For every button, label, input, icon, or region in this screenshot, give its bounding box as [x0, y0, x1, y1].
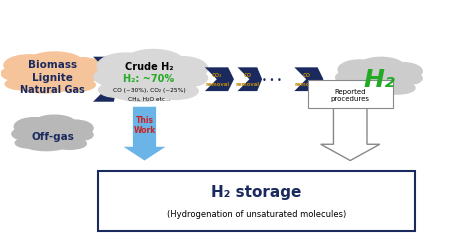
Polygon shape [294, 68, 324, 92]
Polygon shape [238, 68, 262, 92]
Ellipse shape [339, 82, 369, 93]
Text: (Hydrogenation of unsaturated molecules): (Hydrogenation of unsaturated molecules) [166, 209, 346, 218]
Ellipse shape [94, 69, 133, 86]
Ellipse shape [12, 128, 40, 141]
Ellipse shape [57, 58, 104, 77]
Ellipse shape [111, 84, 172, 102]
Text: CO: CO [244, 72, 252, 77]
Text: Crude H₂: Crude H₂ [125, 62, 173, 72]
Ellipse shape [395, 73, 422, 85]
Ellipse shape [358, 58, 405, 77]
Ellipse shape [99, 83, 138, 98]
Text: removal: removal [294, 82, 319, 87]
Text: CO (~30%), CO₂ (~25%): CO (~30%), CO₂ (~25%) [112, 88, 185, 93]
Ellipse shape [151, 83, 198, 100]
FancyBboxPatch shape [98, 171, 415, 231]
Ellipse shape [72, 69, 104, 82]
Ellipse shape [338, 61, 381, 80]
Ellipse shape [15, 138, 44, 148]
Ellipse shape [349, 83, 396, 96]
Ellipse shape [336, 72, 366, 85]
Ellipse shape [383, 63, 422, 81]
Ellipse shape [97, 54, 153, 80]
Polygon shape [93, 57, 119, 102]
Ellipse shape [53, 138, 86, 150]
Text: H₂: ~70%: H₂: ~70% [123, 74, 175, 84]
Ellipse shape [104, 61, 198, 99]
Ellipse shape [5, 79, 41, 90]
Text: removal: removal [205, 82, 229, 87]
Ellipse shape [17, 79, 72, 93]
Ellipse shape [68, 130, 93, 141]
Ellipse shape [4, 56, 55, 76]
Text: Off-gas: Off-gas [32, 131, 74, 141]
Text: Lignite: Lignite [32, 72, 73, 82]
Ellipse shape [10, 61, 95, 91]
Polygon shape [124, 107, 166, 161]
Ellipse shape [33, 116, 76, 134]
Polygon shape [321, 107, 380, 161]
Text: Natural Gas: Natural Gas [20, 85, 85, 95]
Ellipse shape [19, 123, 86, 149]
Text: CO: CO [302, 72, 310, 77]
Ellipse shape [27, 53, 82, 73]
Text: Biomass: Biomass [28, 60, 77, 70]
Text: • • •: • • • [262, 75, 282, 84]
Polygon shape [205, 68, 234, 92]
Ellipse shape [123, 50, 184, 76]
Text: H₂ storage: H₂ storage [211, 185, 302, 200]
Ellipse shape [172, 70, 207, 87]
Text: H₂: H₂ [363, 68, 395, 92]
Ellipse shape [156, 57, 207, 81]
Ellipse shape [24, 139, 68, 151]
Text: CO₂: CO₂ [212, 72, 222, 77]
Ellipse shape [379, 82, 415, 95]
Ellipse shape [1, 67, 36, 81]
Text: Reported
procedures: Reported procedures [331, 88, 370, 101]
Ellipse shape [56, 120, 93, 137]
Ellipse shape [14, 118, 54, 136]
FancyBboxPatch shape [308, 81, 393, 109]
Ellipse shape [53, 79, 95, 92]
Ellipse shape [343, 66, 415, 94]
Text: This
Work: This Work [133, 115, 156, 134]
Text: CH₄, H₂O etc...: CH₄, H₂O etc... [128, 96, 171, 101]
Text: removal: removal [236, 82, 260, 87]
